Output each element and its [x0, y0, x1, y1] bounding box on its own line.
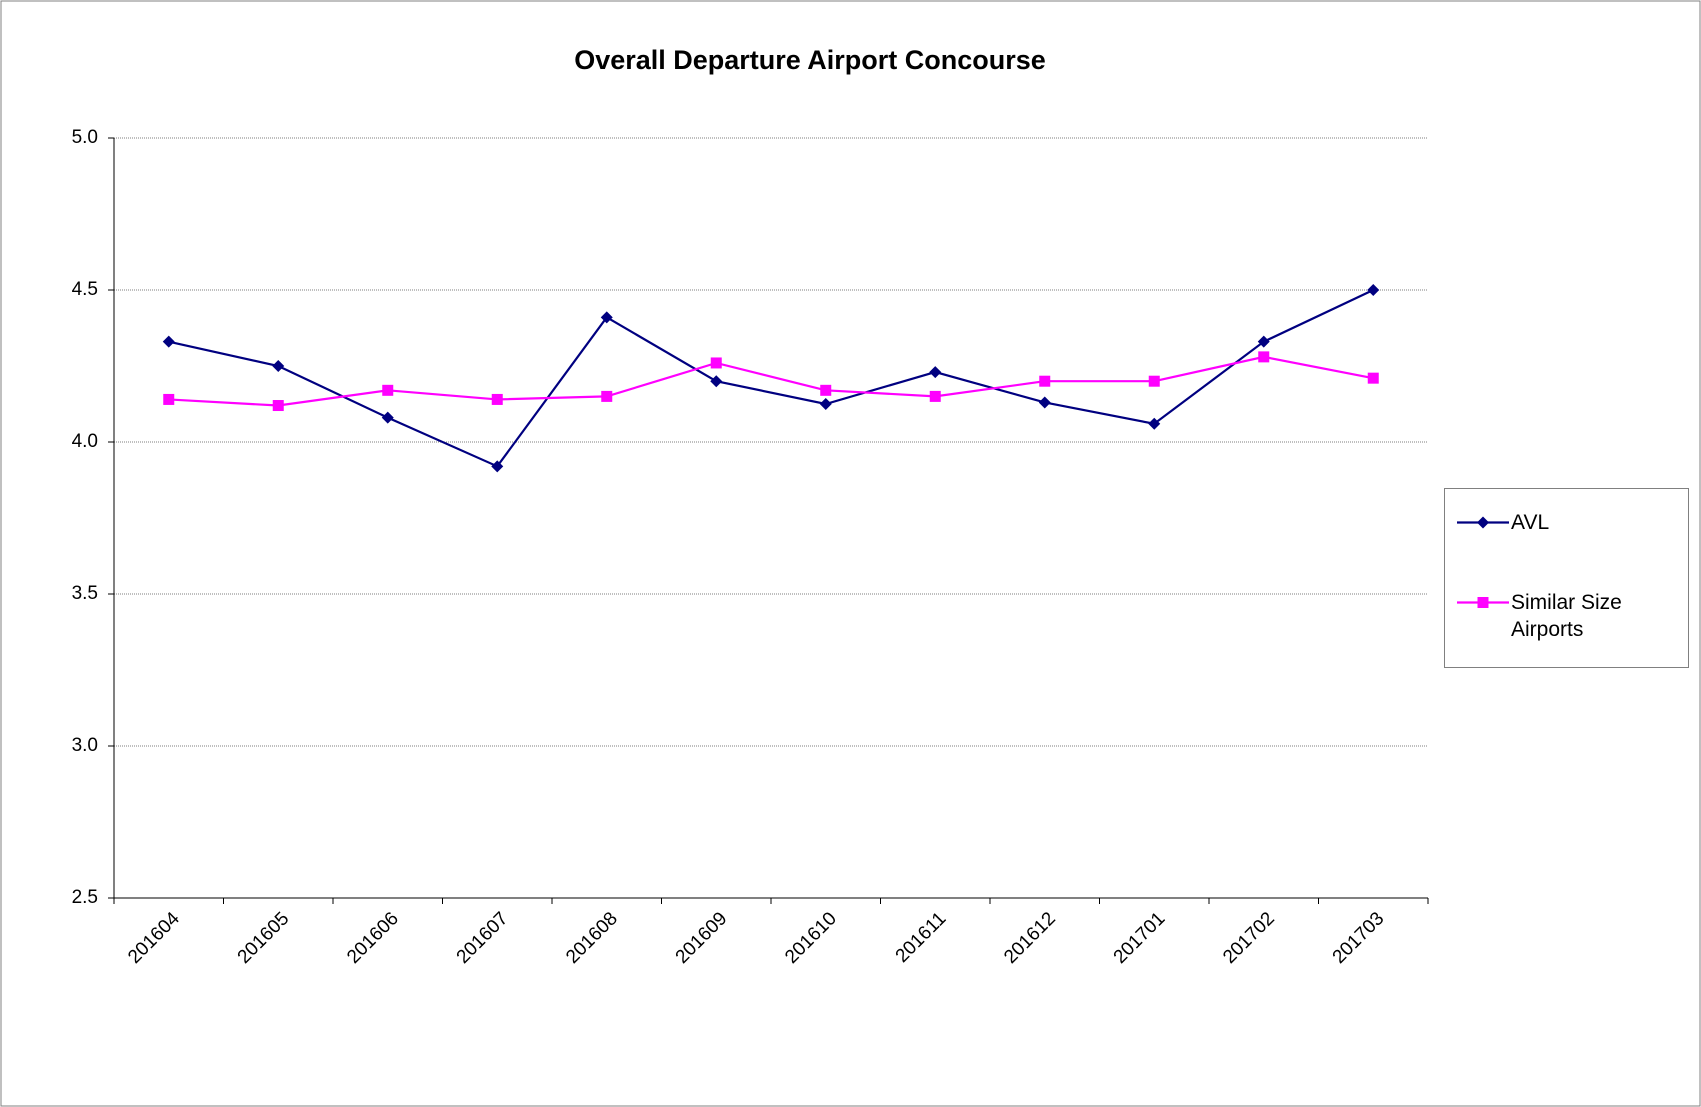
- legend-swatch: [1457, 597, 1509, 608]
- marker: [491, 460, 504, 473]
- y-tick-label: 3.0: [72, 735, 98, 756]
- marker: [1257, 335, 1270, 348]
- marker: [1367, 284, 1380, 296]
- y-tick-label: 2.5: [72, 887, 98, 908]
- marker: [600, 311, 613, 324]
- marker: [1038, 396, 1051, 409]
- marker: [163, 393, 175, 405]
- marker: [381, 411, 394, 424]
- marker: [1039, 375, 1051, 387]
- marker: [710, 375, 723, 388]
- y-tick-label: 3.5: [72, 583, 98, 604]
- legend-swatch: [1457, 516, 1509, 529]
- marker: [710, 357, 722, 369]
- marker: [601, 390, 613, 402]
- marker: [491, 393, 503, 405]
- marker: [162, 335, 175, 348]
- marker: [382, 384, 394, 396]
- marker: [1367, 372, 1379, 384]
- legend-item: Similar Size Airports: [1455, 589, 1661, 643]
- y-tick-label: 4.0: [72, 431, 98, 452]
- legend-label: AVL: [1511, 511, 1550, 534]
- chart-title: Overall Departure Airport Concourse: [574, 45, 1046, 75]
- marker: [1258, 351, 1270, 363]
- legend: AVL Similar Size Airports: [1444, 488, 1689, 668]
- series-line: [168, 355, 1374, 407]
- legend-label: Similar Size Airports: [1511, 591, 1622, 641]
- marker: [1148, 375, 1160, 387]
- y-tick-label: 4.5: [72, 279, 98, 300]
- marker: [1477, 516, 1489, 529]
- legend-item: AVL: [1455, 509, 1661, 536]
- marker: [819, 398, 832, 410]
- marker: [929, 366, 942, 379]
- marker: [929, 390, 941, 402]
- marker: [272, 400, 284, 412]
- series-line: [168, 289, 1374, 468]
- y-tick-label: 5.0: [72, 127, 98, 148]
- marker: [820, 384, 832, 396]
- marker: [1148, 417, 1161, 430]
- marker: [272, 360, 285, 372]
- marker: [1477, 597, 1489, 608]
